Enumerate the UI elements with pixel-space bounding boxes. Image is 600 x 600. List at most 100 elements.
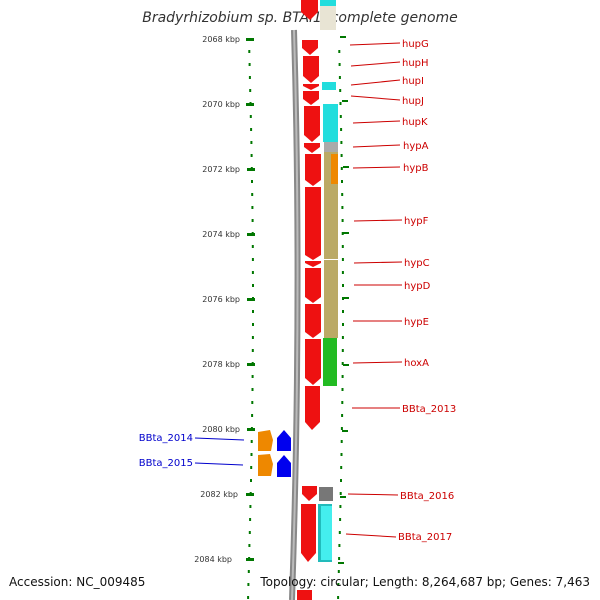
scale-dot-right bbox=[339, 518, 342, 521]
scale-dot-left bbox=[250, 167, 253, 170]
scale-dot-right bbox=[338, 63, 341, 66]
scale-tick-2076 bbox=[247, 298, 255, 301]
gene-label-hupH: hupH bbox=[402, 58, 429, 69]
scale-label-2074: 2074 kbp bbox=[202, 230, 240, 239]
scale-dot-right bbox=[342, 297, 344, 300]
scale-dot-left bbox=[252, 323, 254, 326]
right-tick-5 bbox=[343, 297, 349, 299]
scale-dot-left bbox=[251, 401, 254, 404]
scale-dot-right bbox=[338, 531, 341, 534]
scale-dot-right bbox=[337, 596, 340, 599]
scale-labels: 2068 kbp 2070 kbp 2072 kbp 2074 kbp 2076… bbox=[194, 35, 240, 564]
gene-label-BBta_2014: BBta_2014 bbox=[139, 433, 193, 444]
scale-dot-right bbox=[341, 401, 344, 404]
gene-blue-BBta_2014 bbox=[277, 430, 291, 451]
gene-arrow-hoxA bbox=[305, 339, 321, 385]
gene-arrow-BBta_2013 bbox=[305, 386, 320, 430]
gene-top-clipped-tip bbox=[301, 12, 318, 20]
scale-dot-left bbox=[251, 362, 254, 365]
scale-dot-left bbox=[249, 115, 252, 118]
gene-arrow-hypB bbox=[305, 154, 321, 186]
scale-dot-left bbox=[248, 531, 251, 534]
scale-dot-right bbox=[339, 492, 342, 495]
scale-label-2070: 2070 kbp bbox=[202, 100, 240, 109]
scale-label-2068: 2068 kbp bbox=[202, 35, 240, 44]
scale-dot-right bbox=[337, 570, 340, 573]
left-genes bbox=[258, 430, 291, 477]
scale-tick-2074 bbox=[247, 233, 255, 236]
gene-label-hypE: hypE bbox=[404, 317, 429, 328]
scale-dot-right bbox=[339, 102, 342, 105]
gene-orange-BBta_2014 bbox=[258, 430, 273, 451]
cyan-block-BBta_2017-inner bbox=[321, 506, 332, 560]
scale-dot-left bbox=[251, 180, 253, 183]
gene-label-hupI: hupI bbox=[402, 76, 424, 87]
gene-arrows-red bbox=[297, 40, 321, 600]
scale-dot-left bbox=[249, 518, 252, 521]
scale-dot-left bbox=[249, 89, 252, 92]
leader-lines-left bbox=[194, 437, 245, 466]
leader-lines-right bbox=[345, 42, 403, 538]
green-block-hoxA bbox=[323, 338, 337, 386]
scale-dot-left bbox=[251, 375, 254, 378]
scale-dot-right bbox=[339, 89, 342, 92]
gene-arrow-hypE bbox=[305, 304, 321, 338]
right-tick-7 bbox=[342, 430, 348, 432]
scale-dot-left bbox=[247, 596, 250, 599]
gene-arrow-hupJ bbox=[303, 91, 319, 105]
scale-label-2080: 2080 kbp bbox=[202, 425, 240, 434]
scale-dot-right bbox=[341, 245, 344, 248]
gene-label-hypA: hypA bbox=[403, 141, 429, 152]
gene-arrow-BBta_2016 bbox=[302, 486, 317, 501]
accession-text: Accession: NC_009485 bbox=[9, 575, 146, 589]
scale-dot-right bbox=[339, 505, 342, 508]
scale-dot-left bbox=[251, 414, 254, 417]
scale-dot-left bbox=[248, 76, 251, 79]
scale-dot-right bbox=[342, 310, 344, 313]
gene-arrow-hypF bbox=[305, 187, 321, 260]
scale-dot-right bbox=[339, 115, 342, 118]
scale-dot-left bbox=[250, 453, 253, 456]
gene-arrow-hupG bbox=[302, 40, 318, 55]
scale-dot-left bbox=[251, 388, 254, 391]
gene-label-hypF: hypF bbox=[404, 216, 429, 227]
gene-blue-BBta_2015 bbox=[277, 455, 291, 477]
scale-dot-left bbox=[250, 479, 252, 482]
gene-label-hupK: hupK bbox=[402, 117, 428, 128]
orange-block-hypB bbox=[331, 154, 338, 184]
scale-dot-right bbox=[338, 544, 341, 547]
scale-dot-left bbox=[250, 427, 253, 430]
scale-dot-left bbox=[251, 245, 254, 248]
gene-label-hupJ: hupJ bbox=[402, 96, 424, 107]
scale-dot-right bbox=[338, 50, 341, 53]
scale-dot-right bbox=[340, 453, 343, 456]
scale-label-2084: 2084 kbp bbox=[194, 555, 232, 564]
gene-label-BBta_2015: BBta_2015 bbox=[139, 458, 193, 469]
gene-label-hupG: hupG bbox=[402, 39, 429, 50]
scale-dot-right bbox=[340, 154, 343, 157]
scale-dot-right bbox=[341, 349, 344, 352]
scale-dot-right bbox=[338, 557, 341, 560]
gene-label-BBta_2016: BBta_2016 bbox=[400, 491, 454, 502]
scale-dot-left bbox=[251, 258, 254, 261]
scale-dot-left bbox=[251, 206, 254, 209]
scale-dot-left bbox=[250, 128, 253, 131]
scale-dot-right bbox=[341, 206, 344, 209]
scale-dot-right bbox=[341, 219, 344, 222]
right-tick-1 bbox=[340, 36, 346, 38]
scale-dot-right bbox=[340, 466, 343, 469]
scale-dot-left bbox=[249, 492, 252, 495]
scale-tick-2068 bbox=[246, 38, 254, 41]
scale-label-2082: 2082 kbp bbox=[200, 490, 238, 499]
right-tick-8 bbox=[340, 496, 346, 498]
gene-arrow-hypD bbox=[305, 268, 321, 303]
right-tick-2 bbox=[342, 100, 348, 102]
khaki-block-hypCDE bbox=[324, 260, 338, 338]
cyan-block-top bbox=[320, 0, 336, 6]
scale-dot-left bbox=[251, 219, 254, 222]
khaki-block-hypF bbox=[324, 187, 338, 259]
gene-arrow-hupH bbox=[303, 56, 319, 83]
feature-blocks bbox=[318, 82, 338, 562]
scale-dot-left bbox=[248, 557, 251, 560]
